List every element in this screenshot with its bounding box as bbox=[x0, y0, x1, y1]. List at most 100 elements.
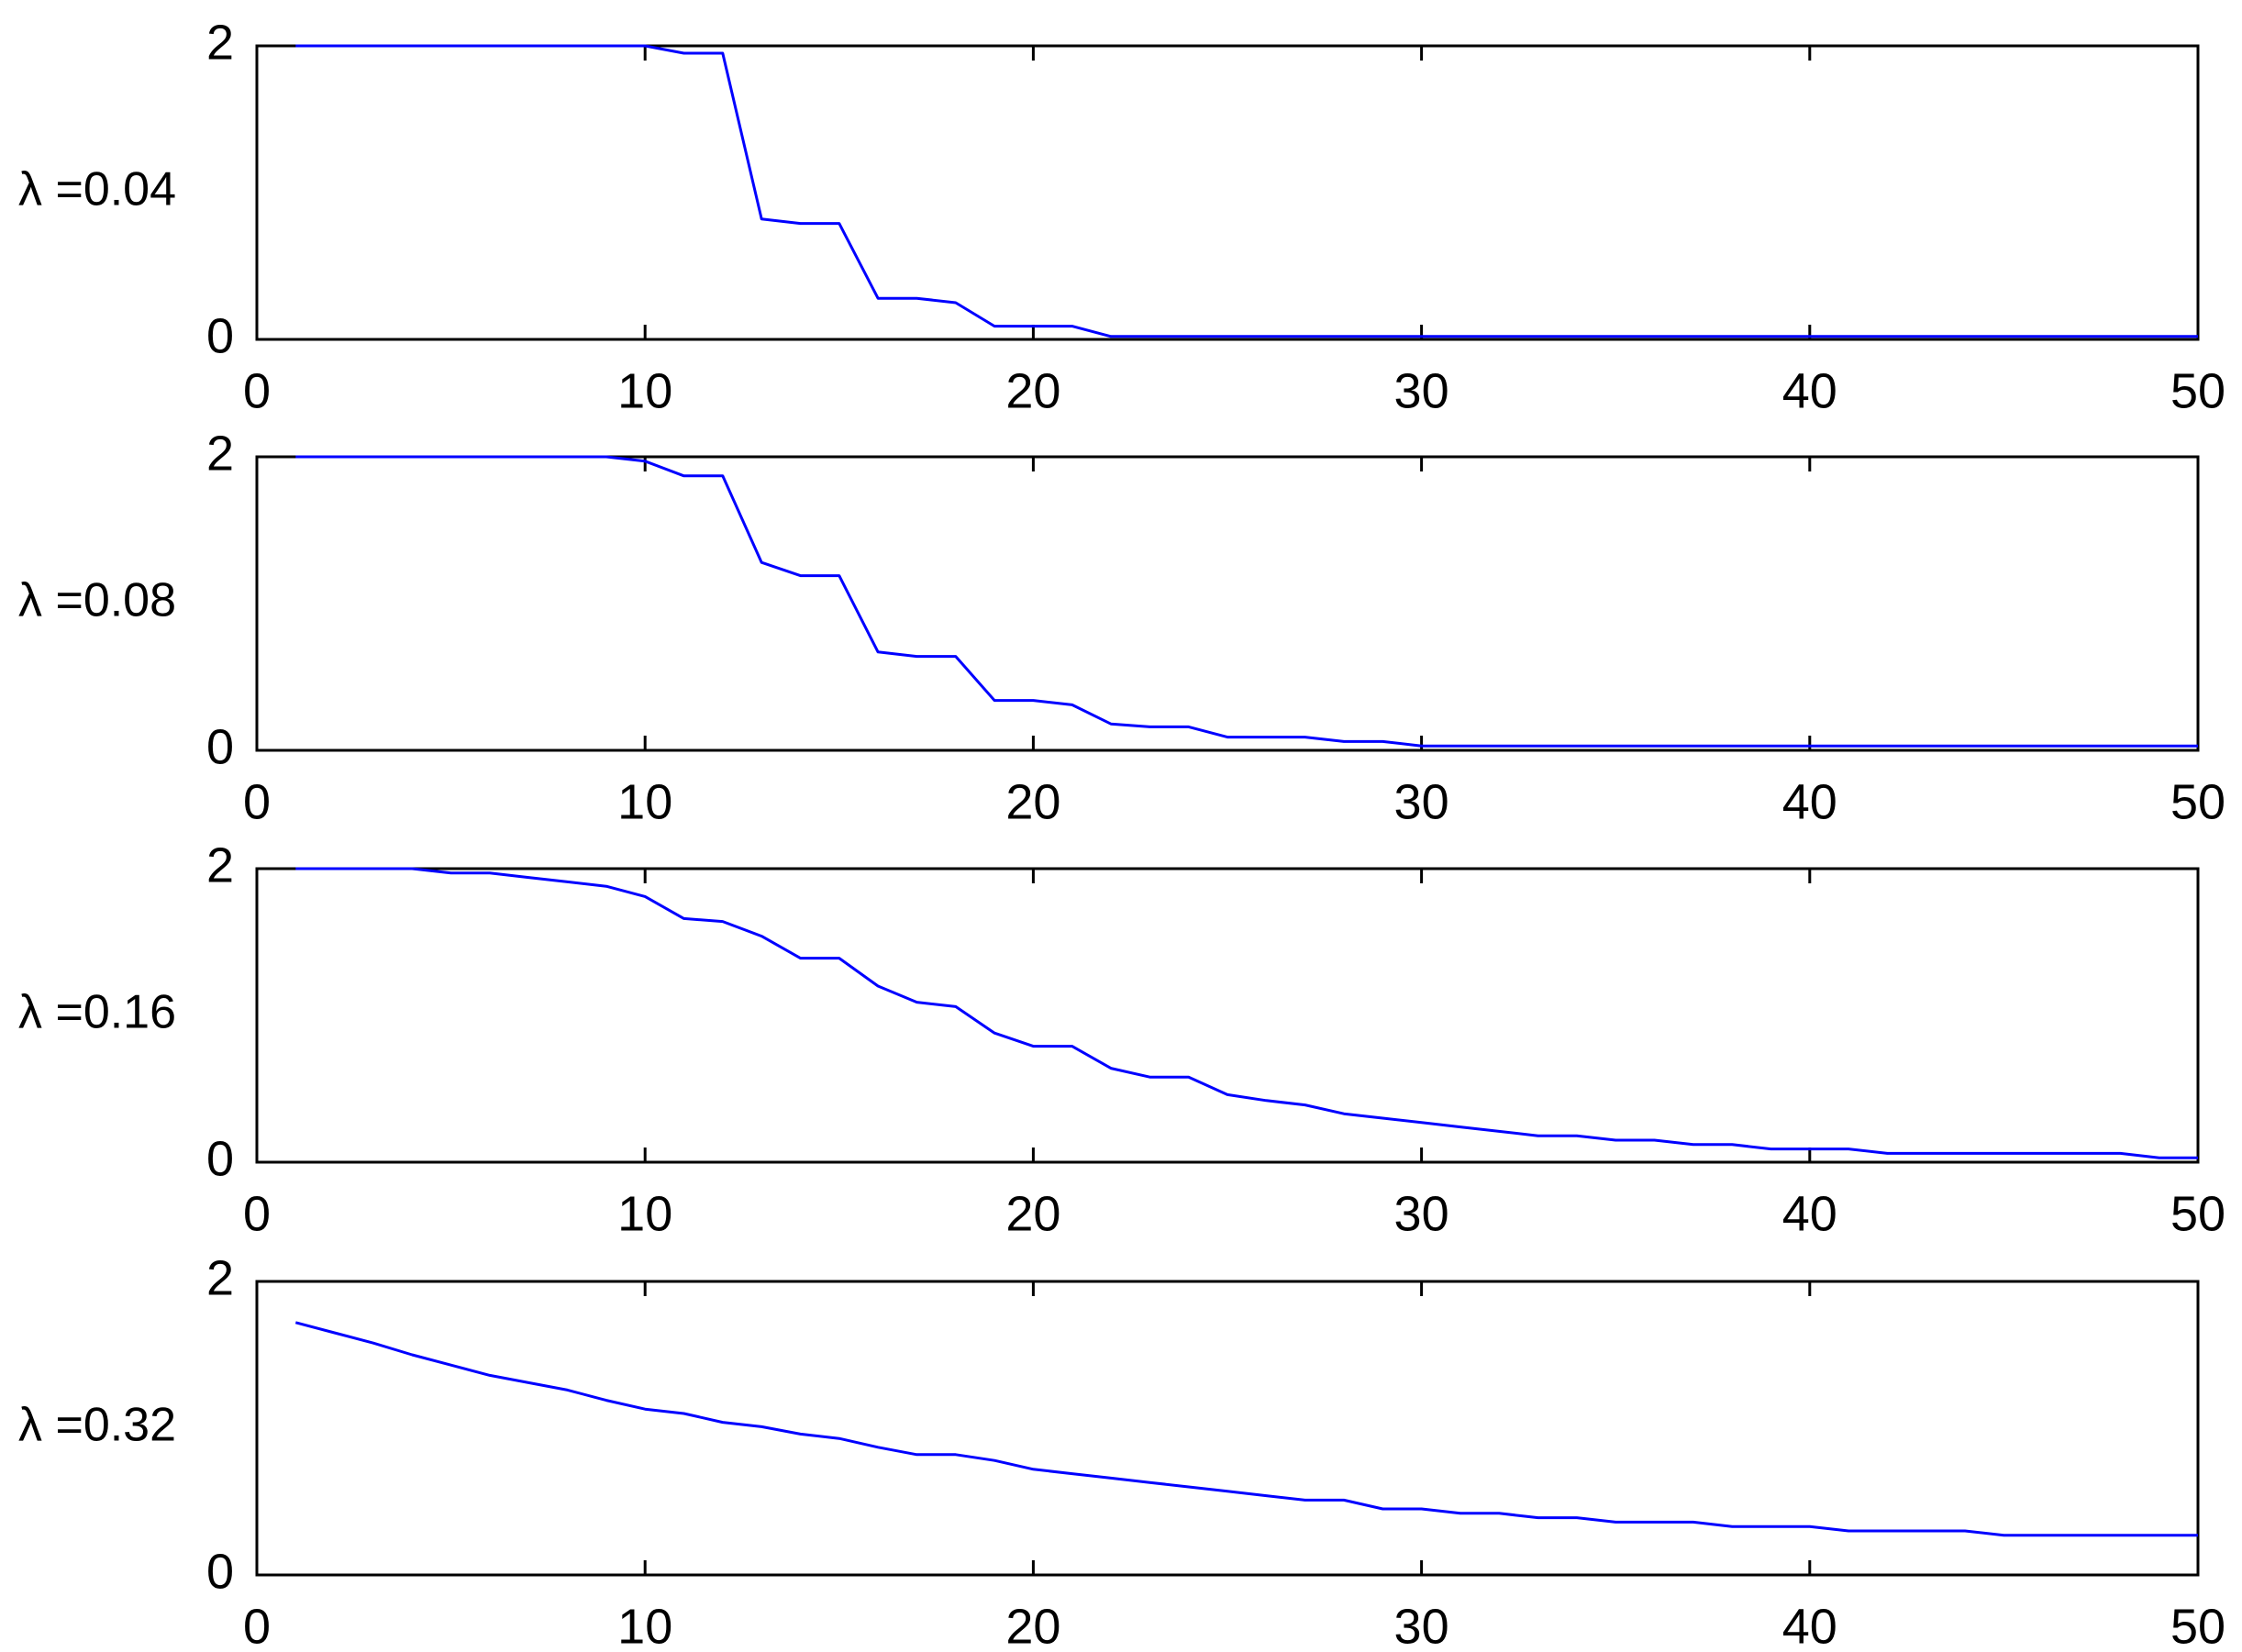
y-tick-label: 2 bbox=[206, 426, 234, 481]
data-point bbox=[838, 1437, 840, 1440]
data-point bbox=[1342, 335, 1345, 338]
data-point bbox=[2041, 1534, 2044, 1536]
x-tick-label: 0 bbox=[243, 1186, 271, 1241]
data-point bbox=[2041, 335, 2044, 338]
data-point bbox=[566, 45, 569, 48]
data-point bbox=[1110, 1067, 1113, 1070]
data-point bbox=[1537, 745, 1539, 748]
x-tick-label: 50 bbox=[2170, 1599, 2225, 1652]
y-tick-label: 2 bbox=[206, 1250, 234, 1305]
data-point bbox=[1149, 1481, 1151, 1484]
data-point bbox=[683, 1413, 685, 1415]
data-point bbox=[916, 1453, 918, 1456]
data-point bbox=[1498, 335, 1501, 338]
data-point bbox=[1653, 1139, 1656, 1142]
data-point bbox=[1187, 1076, 1190, 1079]
data-point bbox=[2158, 335, 2160, 338]
data-point bbox=[527, 45, 530, 48]
data-point bbox=[1692, 1521, 1694, 1524]
data-point bbox=[2197, 335, 2200, 338]
data-point bbox=[1265, 1099, 1268, 1102]
data-point bbox=[2158, 745, 2160, 748]
data-point bbox=[1886, 335, 1889, 338]
data-point bbox=[1110, 335, 1113, 338]
data-point bbox=[333, 45, 336, 48]
data-point bbox=[372, 868, 374, 870]
series-line bbox=[295, 44, 2198, 338]
data-point bbox=[1770, 1525, 1772, 1528]
data-point bbox=[1265, 736, 1268, 738]
data-point bbox=[411, 868, 414, 870]
data-point bbox=[2158, 1534, 2160, 1536]
data-point bbox=[1226, 1093, 1229, 1096]
data-point bbox=[1187, 726, 1190, 728]
data-point bbox=[760, 561, 763, 564]
data-point bbox=[1226, 335, 1229, 338]
data-point bbox=[294, 45, 297, 48]
data-point bbox=[993, 1459, 996, 1462]
data-point bbox=[450, 456, 452, 459]
data-point bbox=[605, 1399, 607, 1402]
data-point bbox=[1731, 335, 1734, 338]
data-point bbox=[566, 1389, 569, 1391]
data-point bbox=[2003, 745, 2005, 748]
data-point bbox=[1692, 745, 1694, 748]
data-point bbox=[1420, 745, 1423, 748]
data-point bbox=[1265, 335, 1268, 338]
data-point bbox=[1382, 1117, 1384, 1120]
data-point bbox=[799, 574, 802, 577]
data-point bbox=[1382, 740, 1384, 743]
axes-frame bbox=[255, 455, 2200, 752]
data-point bbox=[566, 881, 569, 883]
x-tick-label: 40 bbox=[1782, 1186, 1837, 1241]
x-tick-label: 20 bbox=[1005, 363, 1060, 418]
data-point bbox=[1731, 745, 1734, 748]
data-point bbox=[760, 935, 763, 937]
data-point bbox=[1925, 1152, 1927, 1155]
data-point bbox=[2041, 745, 2044, 748]
series-line bbox=[295, 455, 2198, 748]
data-point bbox=[1149, 726, 1151, 728]
data-point bbox=[1382, 335, 1384, 338]
data-point bbox=[1653, 745, 1656, 748]
data-point bbox=[1575, 1135, 1578, 1137]
data-point bbox=[527, 1381, 530, 1384]
x-tick-label: 40 bbox=[1782, 363, 1837, 418]
data-point bbox=[372, 456, 374, 459]
series-line bbox=[295, 867, 2198, 1159]
data-point bbox=[1615, 1521, 1617, 1524]
data-point bbox=[333, 456, 336, 459]
data-point bbox=[1575, 1516, 1578, 1519]
y-axis-label: λ =0.32 bbox=[18, 1399, 176, 1452]
data-point bbox=[1420, 1508, 1423, 1511]
data-point bbox=[1537, 335, 1539, 338]
data-point bbox=[450, 1364, 452, 1367]
data-point bbox=[1187, 1486, 1190, 1489]
x-tick-label: 30 bbox=[1394, 1599, 1449, 1652]
data-point bbox=[1304, 736, 1306, 738]
data-point bbox=[721, 920, 724, 923]
data-point bbox=[877, 1446, 880, 1448]
x-tick-label: 0 bbox=[243, 1599, 271, 1652]
data-point bbox=[294, 868, 297, 870]
data-point bbox=[993, 699, 996, 702]
data-point bbox=[2119, 745, 2122, 748]
data-point bbox=[372, 45, 374, 48]
data-point bbox=[1032, 699, 1035, 702]
data-point bbox=[799, 222, 802, 225]
data-point bbox=[2003, 335, 2005, 338]
data-point bbox=[2119, 335, 2122, 338]
data-point bbox=[2081, 1152, 2083, 1155]
data-point bbox=[1459, 1125, 1461, 1128]
data-point bbox=[721, 52, 724, 55]
data-point bbox=[566, 456, 569, 459]
x-tick-label: 10 bbox=[617, 363, 672, 418]
axes-frame bbox=[255, 1280, 2200, 1577]
data-point bbox=[2119, 1534, 2122, 1536]
data-point bbox=[1964, 745, 1967, 748]
data-point bbox=[1575, 335, 1578, 338]
data-point bbox=[1653, 1521, 1656, 1524]
subplot-1: 0 10 20 30 40 50 0 2 λ =0.04 bbox=[18, 15, 2225, 418]
data-point bbox=[1265, 1494, 1268, 1497]
